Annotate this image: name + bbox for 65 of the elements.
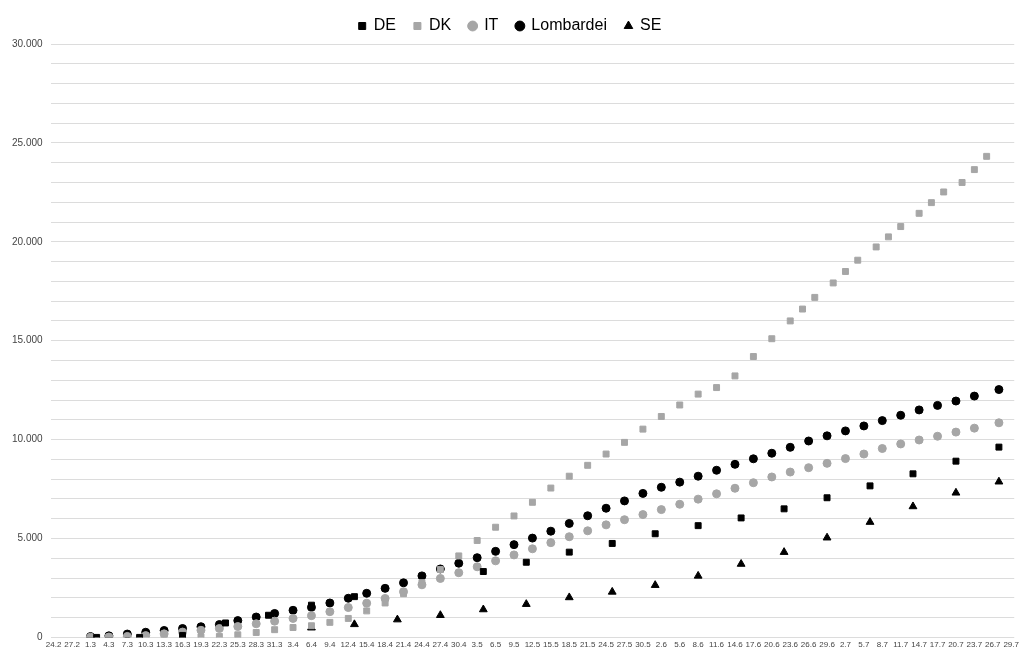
x-tick-label: 8.7 [876,640,889,650]
x-tick-label: 27.5 [616,640,633,650]
x-tick-label: 17.6 [745,640,762,650]
legend-label: Lombardei [531,16,607,34]
x-tick-label: 14.7 [911,640,928,650]
x-tick-label: 13.3 [156,640,173,650]
x-tick-label: 6.4 [305,640,318,650]
legend-label: IT [484,16,499,34]
x-tick-label: 21.5 [579,640,596,650]
x-tick-label: 27.4 [432,640,449,650]
y-tick-label: 30.000 [11,37,44,49]
legend-label: SE [639,16,662,34]
x-tick-label: 29.7 [1003,640,1020,650]
x-tick-label: 14.6 [727,640,744,650]
x-tick-label: 6.5 [490,640,502,650]
x-tick-label: 2.7 [839,640,852,650]
x-tick-label: 19.3 [193,640,210,650]
x-tick-label: 24.2 [45,640,62,650]
x-tick-label: 23.6 [782,640,799,650]
x-tick-label: 16.3 [174,640,191,650]
x-tick-label: 11.7 [893,640,909,650]
x-tick-label: 10.3 [137,640,155,650]
y-tick-label: 5.000 [17,532,44,544]
x-tick-label: 18.5 [561,640,578,650]
x-tick-label: 8.6 [692,640,705,650]
x-tick-label: 2.6 [655,640,668,650]
x-tick-label: 18.4 [377,640,394,650]
legend-label: DK [428,16,452,34]
x-tick-label: 20.7 [948,640,965,650]
y-tick-label: 10.000 [11,433,44,445]
x-tick-label: 28.3 [248,640,265,650]
x-tick-label: 21.4 [395,640,412,650]
legend-label: DE [373,16,396,34]
x-tick-label: 23.7 [966,640,983,650]
x-tick-label: 26.6 [800,640,817,650]
x-tick-label: 7.3 [121,640,134,650]
y-tick-label: 25.000 [11,136,44,148]
x-tick-label: 15.4 [358,640,376,650]
x-tick-label: 31.3 [266,640,283,650]
x-tick-label: 9.4 [324,640,336,650]
x-tick-label: 12.4 [340,640,357,650]
x-tick-label: 30.5 [635,640,652,650]
x-tick-label: 20.6 [764,640,781,650]
x-tick-label: 27.2 [64,640,81,650]
x-tick-label: 15.5 [543,640,560,650]
x-tick-label: 22.3 [211,640,228,650]
y-tick-label: 0 [37,631,44,643]
x-tick-label: 25.3 [230,640,247,650]
x-tick-label: 3.4 [287,640,300,650]
x-tick-label: 24.5 [598,640,615,650]
x-tick-label: 29.6 [819,640,836,650]
x-tick-label: 17.7 [929,640,946,650]
y-tick-label: 15.000 [11,334,44,346]
x-tick-label: 9.5 [508,640,521,650]
x-tick-label: 26.7 [984,640,1002,650]
x-tick-label: 1.3 [84,640,97,650]
y-tick-label: 20.000 [11,235,44,247]
x-tick-label: 3.5 [471,640,484,650]
x-tick-label: 5.6 [674,640,686,650]
x-tick-label: 12.5 [524,640,541,650]
x-tick-label: 30.4 [450,640,468,650]
x-tick-label: 5.7 [858,640,870,650]
x-tick-label: 4.3 [103,640,116,650]
x-tick-label: 11.6 [709,640,725,650]
x-tick-label: 24.4 [414,640,431,650]
